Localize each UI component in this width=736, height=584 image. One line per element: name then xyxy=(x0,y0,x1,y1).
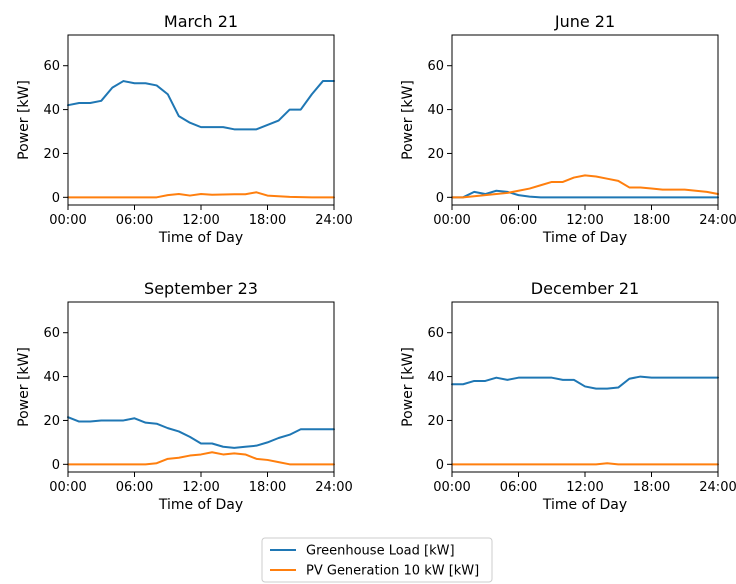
x-axis-label: Time of Day xyxy=(158,497,243,513)
y-tick-label: 60 xyxy=(43,59,60,74)
x-tick-label: 00:00 xyxy=(433,480,470,495)
x-tick-label: 18:00 xyxy=(249,480,286,495)
plot-frame xyxy=(67,301,335,473)
x-tick-label: 12:00 xyxy=(566,213,603,228)
x-tick-label: 00:00 xyxy=(433,213,470,228)
y-tick-label: 60 xyxy=(427,326,444,341)
y-tick-label: 20 xyxy=(43,414,60,429)
pv-generation-line xyxy=(451,174,719,199)
y-tick-label: 0 xyxy=(436,458,444,473)
y-tick-label: 40 xyxy=(43,370,60,385)
y-tick-label: 0 xyxy=(436,191,444,206)
greenhouse-load-line xyxy=(451,189,719,199)
y-axis-label: Power [kW] xyxy=(16,347,32,427)
x-axis-label: Time of Day xyxy=(542,230,627,246)
x-tick-label: 06:00 xyxy=(116,213,153,228)
x-tick-label: 24:00 xyxy=(699,480,736,495)
x-tick-label: 12:00 xyxy=(566,480,603,495)
y-tick-label: 20 xyxy=(427,147,444,162)
subplot-3: September 23 00:00 06:00 12:00 18:00 24:00 0 20… xyxy=(16,279,353,513)
x-tick-label: 24:00 xyxy=(699,213,736,228)
y-axis-label: Power [kW] xyxy=(400,347,416,427)
x-axis-label: Time of Day xyxy=(158,230,243,246)
x-tick-label: 18:00 xyxy=(633,480,670,495)
x-tick-label: 18:00 xyxy=(249,213,286,228)
legend-label: Greenhouse Load [kW] xyxy=(306,544,455,559)
y-tick-label: 60 xyxy=(43,326,60,341)
greenhouse-load-line xyxy=(451,375,719,390)
y-tick-label: 40 xyxy=(427,103,444,118)
x-tick-label: 00:00 xyxy=(49,480,86,495)
y-tick-label: 0 xyxy=(52,191,60,206)
subplot-title: September 23 xyxy=(144,279,258,298)
pv-generation-line xyxy=(451,462,719,466)
x-tick-label: 06:00 xyxy=(116,480,153,495)
y-tick-label: 20 xyxy=(427,414,444,429)
subplot-title: December 21 xyxy=(531,279,639,298)
x-tick-label: 24:00 xyxy=(315,480,352,495)
x-tick-label: 00:00 xyxy=(49,213,86,228)
x-tick-label: 12:00 xyxy=(182,480,219,495)
subplot-1: March 21 00:00 06:00 12:00 18:00 24:00 0 20 40 60… xyxy=(16,12,353,246)
y-tick-label: 0 xyxy=(52,458,60,473)
x-tick-label: 24:00 xyxy=(315,213,352,228)
x-axis-label: Time of Day xyxy=(542,497,627,513)
legend-box xyxy=(261,537,493,583)
y-axis-label: Power [kW] xyxy=(16,80,32,160)
y-tick-label: 40 xyxy=(427,370,444,385)
x-tick-label: 18:00 xyxy=(633,213,670,228)
y-tick-label: 40 xyxy=(43,103,60,118)
x-tick-label: 06:00 xyxy=(500,480,537,495)
subplot-title: June 21 xyxy=(554,12,615,31)
plot-frame xyxy=(67,34,335,206)
pv-generation-line xyxy=(67,451,335,466)
subplot-title: March 21 xyxy=(164,12,238,31)
subplot-4: December 21 00:00 06:00 12:00 18:00 24:00 0 20 4… xyxy=(400,279,736,513)
pv-generation-line xyxy=(67,191,335,199)
greenhouse-load-line xyxy=(67,416,335,449)
y-axis-label: Power [kW] xyxy=(400,80,416,160)
legend-label: PV Generation 10 kW [kW] xyxy=(306,564,479,579)
x-tick-label: 12:00 xyxy=(182,213,219,228)
plot-frame xyxy=(451,34,719,206)
y-tick-label: 20 xyxy=(43,147,60,162)
legend: Greenhouse Load [kW] PV Generation 10 kW … xyxy=(261,537,493,583)
y-tick-label: 60 xyxy=(427,59,444,74)
greenhouse-load-line xyxy=(67,80,335,131)
subplot-2: June 21 00:00 06:00 12:00 18:00 24:00 0 20 40 60 T… xyxy=(400,12,736,246)
x-tick-label: 06:00 xyxy=(500,213,537,228)
